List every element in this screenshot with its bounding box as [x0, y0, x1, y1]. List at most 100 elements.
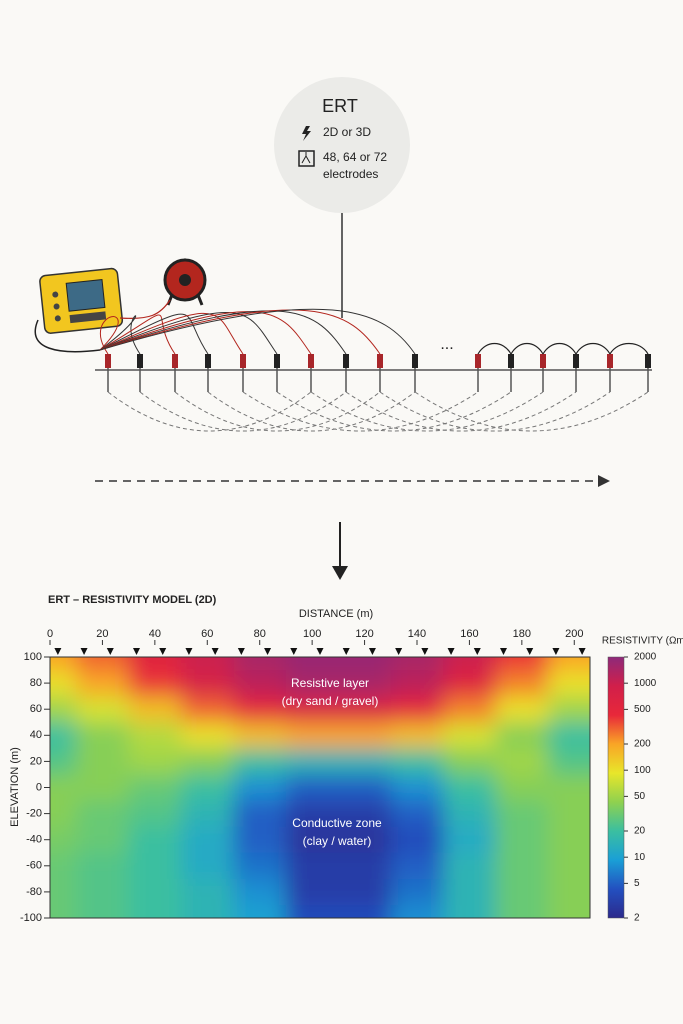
- y-tick-label: -20: [26, 808, 42, 820]
- arrow-head: [598, 475, 610, 487]
- heatmap: [50, 657, 590, 918]
- heat-cell: [548, 748, 590, 775]
- cable: [99, 314, 176, 355]
- heat-cell: [443, 657, 497, 671]
- heat-cell: [548, 657, 590, 671]
- electrode-head: [607, 354, 613, 368]
- heat-cell: [233, 670, 287, 697]
- y-axis-label: ELEVATION (m): [9, 747, 21, 827]
- current-path: [139, 391, 347, 432]
- heat-cell: [128, 904, 182, 918]
- heat-cell: [50, 696, 77, 723]
- electrode-head: [540, 354, 546, 368]
- cable: [609, 342, 649, 355]
- heat-cell: [495, 774, 549, 802]
- annotation: (clay / water): [303, 834, 372, 848]
- colorbar-tick-label: 2000: [634, 652, 657, 663]
- electrode-head: [508, 354, 514, 368]
- y-tick-label: 100: [24, 651, 42, 663]
- electrode-head: [645, 354, 651, 368]
- colorbar-tick-label: 200: [634, 739, 651, 750]
- chart-title: ERT – RESISTIVITY MODEL (2D): [48, 594, 217, 606]
- electrode-head: [377, 354, 383, 368]
- heat-cell: [50, 800, 77, 828]
- x-tick-label: 180: [513, 628, 531, 640]
- electrode-marker: [106, 648, 114, 655]
- heat-cell: [338, 696, 392, 723]
- heat-cell: [128, 722, 182, 749]
- electrode-head: [105, 354, 111, 368]
- heat-cell: [128, 826, 182, 854]
- heat-cell: [548, 826, 590, 854]
- electrode-marker: [211, 648, 219, 655]
- heat-cell: [338, 748, 392, 775]
- heat-cell: [181, 904, 234, 918]
- heat-cell: [233, 826, 287, 854]
- electrode-head: [240, 354, 246, 368]
- electrode-icon-inner: [301, 152, 311, 164]
- heat-cell: [76, 852, 130, 880]
- heat-cell: [285, 826, 339, 854]
- heat-cell: [443, 826, 497, 854]
- y-tick-label: 40: [30, 729, 42, 741]
- x-tick-label: 80: [254, 628, 266, 640]
- heat-cell: [390, 800, 444, 828]
- heat-cell: [443, 904, 497, 918]
- heat-cell: [50, 878, 77, 906]
- cable: [99, 310, 347, 355]
- electrode-head: [475, 354, 481, 368]
- electrode-marker: [526, 648, 534, 655]
- heat-cell: [233, 800, 287, 828]
- heat-cell: [233, 904, 287, 918]
- electrode-marker: [54, 648, 62, 655]
- y-tick-label: 0: [36, 781, 42, 793]
- heat-cell: [285, 904, 339, 918]
- x-tick-label: 60: [201, 628, 213, 640]
- heat-cell: [338, 657, 392, 671]
- chart-layer: 0 20 40 60 80 100 120 140 160 180 200100806040200-…: [20, 628, 657, 924]
- heat-cell: [390, 774, 444, 802]
- electrodes: [99, 308, 651, 432]
- cable: [99, 316, 119, 355]
- colorbar-tick-label: 10: [634, 852, 646, 863]
- heat-cell: [548, 904, 590, 918]
- heat-cell: [233, 878, 287, 906]
- heat-cell: [390, 826, 444, 854]
- heat-cell: [390, 696, 444, 723]
- heat-cell: [76, 826, 130, 854]
- heat-cell: [285, 852, 339, 880]
- heat-cell: [76, 722, 130, 749]
- heat-cell: [548, 722, 590, 749]
- heat-cell: [443, 774, 497, 802]
- annotation: (dry sand / gravel): [282, 694, 379, 708]
- electrode-marker: [80, 648, 88, 655]
- x-tick-label: 20: [96, 628, 108, 640]
- electrode-marker: [395, 648, 403, 655]
- heat-cell: [495, 878, 549, 906]
- cable: [542, 342, 577, 355]
- heat-cell: [338, 904, 392, 918]
- heat-cell: [181, 722, 234, 749]
- ellipsis: ...: [440, 336, 453, 353]
- electrode-marker: [237, 648, 245, 655]
- heat-cell: [50, 657, 77, 671]
- info-dimension: 2D or 3D: [323, 125, 371, 139]
- electrode-icon: [298, 150, 315, 167]
- heat-cell: [233, 748, 287, 775]
- heat-cell: [443, 696, 497, 723]
- heat-cell: [390, 722, 444, 749]
- heat-cell: [50, 748, 77, 775]
- cable: [99, 309, 381, 355]
- heatmap-cells: [50, 657, 590, 918]
- heat-cell: [495, 657, 549, 671]
- heat-cell: [548, 774, 590, 802]
- heat-cell: [548, 800, 590, 828]
- cable: [99, 313, 209, 355]
- electrode-marker: [316, 648, 324, 655]
- electrode-marker: [578, 648, 586, 655]
- heat-cell: [181, 748, 234, 775]
- x-tick-label: 120: [355, 628, 373, 640]
- cable: [99, 311, 278, 355]
- heat-cell: [128, 852, 182, 880]
